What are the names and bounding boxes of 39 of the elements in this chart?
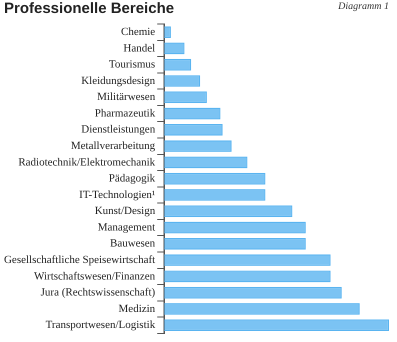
y-tick-label: Pharmazeutik [94,107,156,120]
y-tick-label: Wirtschaftswesen/Finanzen [34,270,156,282]
bar [164,189,266,201]
y-tick-label: Kunst/Design [94,205,156,218]
bar [164,124,223,136]
bar [164,108,220,120]
y-tick-label: Tourismus [108,58,156,71]
bar [164,58,192,71]
bar [164,238,306,250]
bar [164,205,292,218]
y-tick-label: Kleidungsdesign [81,74,156,87]
y-tick-label: Chemie [120,26,156,38]
y-tick-label: Dienstleistungen [81,124,156,136]
bar [164,42,184,54]
y-tick-label: Pädagogik [108,172,156,185]
bar [164,254,331,266]
bar [164,172,266,184]
y-tick-label: Transportwesen/Logistik [46,319,156,332]
bar [164,303,360,315]
y-tick-label: Radiotechnik/Elektromechanik [18,156,156,168]
bar [164,140,232,152]
y-tick-label: Management [98,221,156,234]
bar [164,319,389,332]
bar [164,91,207,104]
chart-title: Professionelle Bereiche [4,0,174,17]
y-tick-label: Militärwesen [97,91,156,104]
text: Diagramm 1 [338,1,389,12]
bar [164,286,342,298]
bar [164,75,200,87]
bar [164,156,248,168]
y-tick-label: Handel [123,42,156,54]
y-tick-label: Medizin [118,302,156,315]
y-tick-label: Metallverarbeitung [70,140,156,152]
y-tick-label: Jura (Rechtswissenschaft) [40,286,156,299]
y-tick-label: IT-Technologien¹ [79,188,156,201]
bar [164,270,331,282]
y-tick-label: Bauwesen [110,238,156,250]
y-tick-label: Gesellschaftliche Speisewirtschaft [4,254,156,266]
bar [164,222,306,234]
